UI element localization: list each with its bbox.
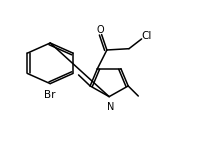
Text: N: N [106, 102, 114, 112]
Text: Br: Br [45, 90, 56, 100]
Text: Cl: Cl [141, 31, 151, 41]
Text: O: O [97, 25, 104, 35]
